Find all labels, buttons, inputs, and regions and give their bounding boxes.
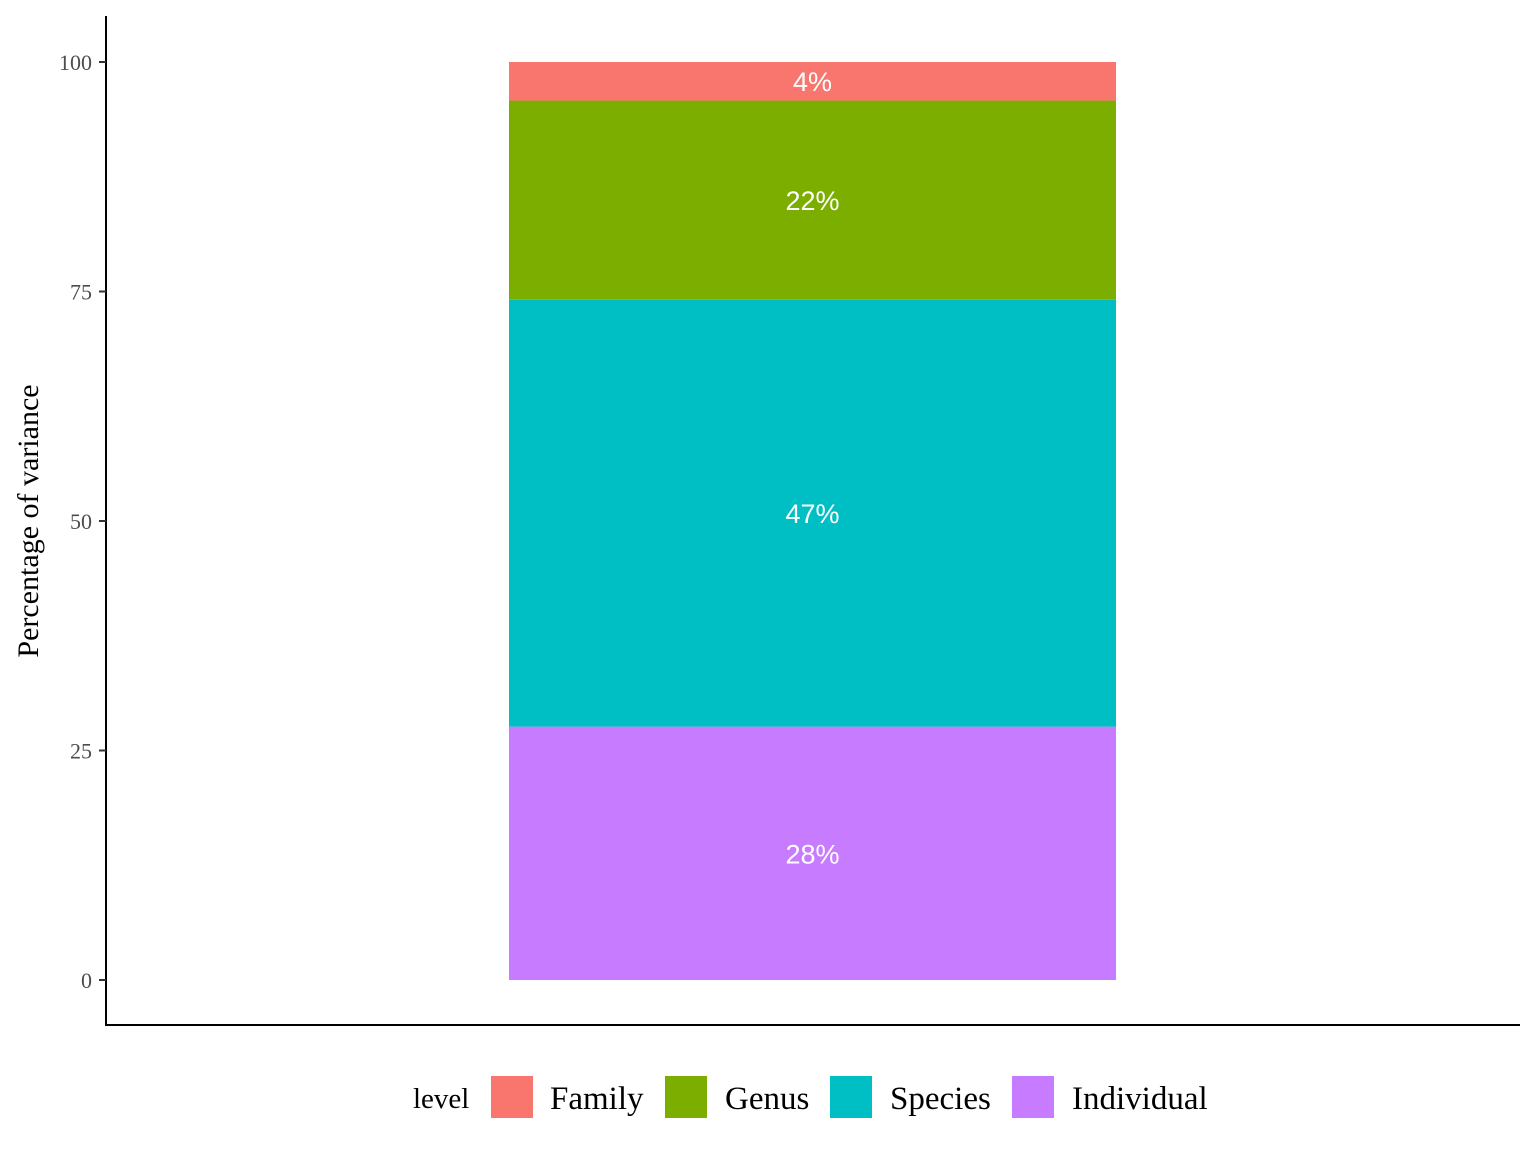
y-tick-label: 0	[81, 968, 92, 993]
plot-area: 28% 47% 22% 4%	[509, 62, 1116, 980]
legend-label-species: Species	[890, 1081, 991, 1117]
legend-title: level	[413, 1083, 469, 1115]
y-tick-label: 100	[59, 50, 92, 75]
y-axis-ticks: 0 25 50 75 100	[59, 50, 106, 993]
bar-segment-family	[509, 62, 1116, 101]
legend-key-genus	[665, 1076, 707, 1118]
y-tick-label: 50	[70, 509, 92, 534]
bar-segment-genus	[509, 100, 1116, 300]
legend-label-genus: Genus	[725, 1081, 809, 1117]
legend: level Family Genus Species Individual	[413, 1076, 1208, 1118]
legend-key-family	[491, 1076, 533, 1118]
y-tick-label: 25	[70, 739, 92, 764]
y-tick-label: 75	[70, 280, 92, 305]
bar-segment-individual	[509, 726, 1116, 980]
legend-key-species	[830, 1076, 872, 1118]
legend-label-individual: Individual	[1072, 1081, 1208, 1117]
data-label-genus: 22%	[785, 186, 839, 216]
data-label-family: 4%	[793, 67, 832, 97]
legend-key-individual	[1012, 1076, 1054, 1118]
y-axis-title: Percentage of variance	[12, 384, 45, 657]
data-label-species: 47%	[785, 499, 839, 529]
data-label-individual: 28%	[785, 839, 839, 869]
bar-segment-species	[509, 299, 1116, 727]
legend-label-family: Family	[550, 1081, 644, 1117]
